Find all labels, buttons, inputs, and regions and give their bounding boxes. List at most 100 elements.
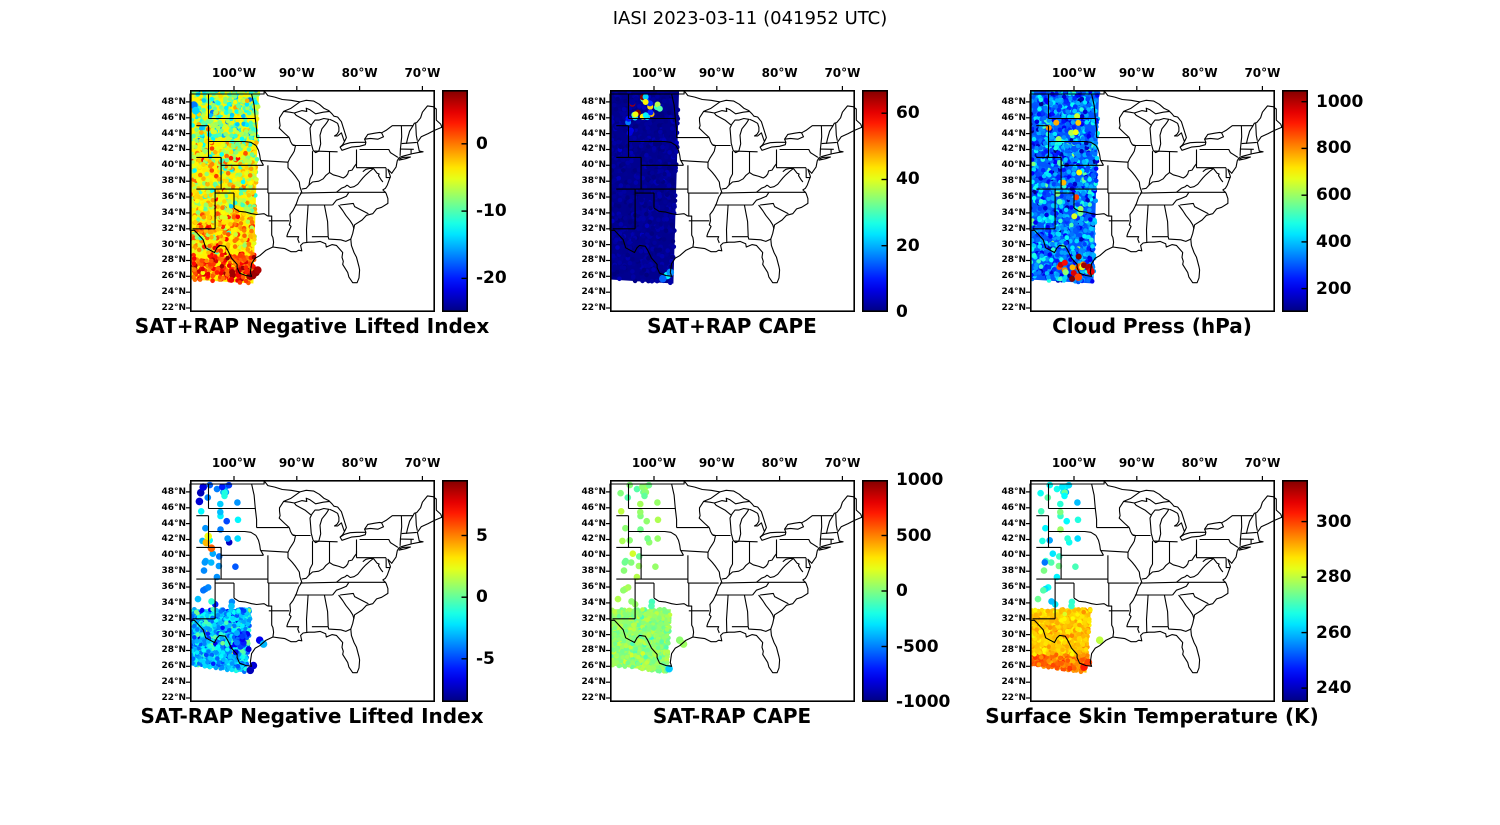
colorbar-tick-label: 0: [896, 581, 908, 601]
colorbar-labels: 60 40 20 0: [896, 90, 986, 321]
x-tick-label: 90°W: [698, 66, 735, 80]
axis-ticks: [606, 86, 843, 309]
colorbar-tick-label: 1000: [896, 470, 944, 490]
y-tick-label: 46°N: [161, 112, 186, 123]
state-boundaries-layer: [189, 480, 443, 674]
data-swath-layer: [610, 481, 688, 674]
colorbar-tick-label: 1000: [1316, 91, 1364, 112]
colorbar-frame: [862, 480, 888, 702]
colorbar-tick-label: 280: [1316, 567, 1352, 588]
y-tick-label: 48°N: [161, 486, 186, 497]
colorbar-tick-label: 0: [476, 587, 488, 608]
colorbar-tick-label: 5: [476, 525, 488, 546]
y-tick-label: 42°N: [161, 534, 186, 545]
state-boundaries-layer: [1029, 90, 1283, 284]
panel-title: Cloud Press (hPa): [1052, 314, 1252, 338]
map-canvas: [1026, 476, 1283, 702]
y-tick-label: 24°N: [581, 677, 606, 688]
x-axis-labels: 100°W 90°W 80°W 70°W: [610, 60, 861, 88]
y-tick-label: 22°N: [581, 303, 606, 314]
y-tick-label: 44°N: [581, 128, 606, 139]
x-axis-labels: 100°W 90°W 80°W 70°W: [190, 60, 441, 88]
colorbar-tick-label: 240: [1316, 678, 1352, 699]
y-tick-label: 32°N: [581, 613, 606, 624]
x-tick-label: 70°W: [1244, 66, 1281, 80]
y-tick-label: 48°N: [161, 96, 186, 107]
colorbar-tick-label: 60: [896, 103, 920, 124]
y-tick-label: 30°N: [581, 239, 606, 250]
y-tick-label: 46°N: [1001, 502, 1026, 513]
map-frame: [610, 90, 855, 312]
x-tick-label: 100°W: [211, 66, 257, 80]
state-boundaries-layer: [609, 90, 863, 284]
colorbar: [1282, 90, 1308, 312]
y-tick-label: 40°N: [161, 160, 186, 171]
y-tick-label: 32°N: [161, 223, 186, 234]
x-tick-label: 70°W: [1244, 456, 1281, 470]
colorbar-tick-label: 400: [1316, 231, 1352, 252]
colorbar-tick-label: -5: [476, 648, 495, 669]
colorbar-tick-label: 40: [896, 169, 920, 190]
y-tick-label: 44°N: [581, 518, 606, 529]
x-tick-label: 90°W: [278, 66, 315, 80]
y-tick-label: 30°N: [1001, 239, 1026, 250]
y-axis-labels: 48°N 46°N 44°N 42°N 40°N 38°N 36°N 34°N 32°N 30°N…: [150, 480, 188, 704]
y-tick-label: 48°N: [1001, 96, 1026, 107]
y-tick-label: 46°N: [161, 502, 186, 513]
y-tick-label: 34°N: [1001, 597, 1026, 608]
x-tick-label: 90°W: [1118, 456, 1155, 470]
y-tick-label: 28°N: [581, 645, 606, 656]
y-tick-label: 22°N: [161, 303, 186, 314]
colorbar-tick-label: 260: [1316, 622, 1352, 643]
x-tick-label: 100°W: [631, 66, 677, 80]
colorbar-frame: [442, 480, 468, 702]
y-tick-label: 30°N: [1001, 629, 1026, 640]
colorbar: [1282, 480, 1308, 702]
y-tick-label: 22°N: [161, 693, 186, 704]
axis-ticks: [1026, 476, 1263, 699]
colorbar-labels: 300 280 260 240: [1316, 480, 1406, 702]
colorbar-tick-label: -500: [896, 636, 939, 657]
x-tick-label: 100°W: [211, 456, 257, 470]
y-tick-label: 30°N: [581, 629, 606, 640]
colorbar: [862, 480, 888, 702]
y-tick-label: 48°N: [1001, 486, 1026, 497]
y-tick-label: 24°N: [581, 287, 606, 298]
y-tick-label: 32°N: [161, 613, 186, 624]
map-canvas: [186, 86, 443, 312]
colorbar-tick-label: 300: [1316, 511, 1352, 532]
colorbar-tick-label: -1000: [896, 692, 951, 712]
y-tick-label: 46°N: [581, 502, 606, 513]
y-tick-label: 36°N: [161, 192, 186, 203]
y-tick-label: 26°N: [161, 271, 186, 282]
panel-surface-skin-temp: 100°W 90°W 80°W 70°W 48°N 46°N 44°N 42°N 40°N 38…: [985, 450, 1410, 795]
x-tick-label: 70°W: [824, 66, 861, 80]
x-tick-label: 80°W: [761, 66, 798, 80]
x-tick-label: 100°W: [1051, 456, 1097, 470]
x-tick-label: 70°W: [824, 456, 861, 470]
y-tick-label: 36°N: [581, 582, 606, 593]
y-tick-label: 28°N: [581, 255, 606, 266]
x-axis-labels: 100°W 90°W 80°W 70°W: [1030, 60, 1281, 88]
x-tick-label: 80°W: [341, 456, 378, 470]
y-tick-label: 34°N: [161, 597, 186, 608]
colorbar-tick-label: -20: [476, 268, 507, 289]
y-axis-labels: 48°N 46°N 44°N 42°N 40°N 38°N 36°N 34°N 32°N 30°N…: [990, 90, 1028, 314]
colorbar: [442, 90, 468, 312]
y-tick-label: 22°N: [1001, 303, 1026, 314]
x-tick-label: 100°W: [631, 456, 677, 470]
panel-cloud-press: 100°W 90°W 80°W 70°W 48°N 46°N 44°N 42°N 40°N 38…: [990, 60, 1410, 405]
y-tick-label: 42°N: [1001, 534, 1026, 545]
y-tick-label: 44°N: [161, 128, 186, 139]
y-tick-label: 34°N: [581, 207, 606, 218]
x-tick-label: 80°W: [341, 66, 378, 80]
y-tick-label: 32°N: [1001, 613, 1026, 624]
y-axis-labels: 48°N 46°N 44°N 42°N 40°N 38°N 36°N 34°N 32°N 30°N…: [990, 480, 1028, 703]
y-axis-labels: 48°N 46°N 44°N 42°N 40°N 38°N 36°N 34°N 32°N 30°N…: [570, 90, 608, 314]
axis-ticks: [606, 476, 843, 699]
colorbar-labels: 0 -10 -20: [476, 90, 566, 312]
map-frame: [190, 480, 435, 702]
y-tick-label: 38°N: [581, 566, 606, 577]
colorbar-tick-label: 0: [476, 133, 488, 154]
